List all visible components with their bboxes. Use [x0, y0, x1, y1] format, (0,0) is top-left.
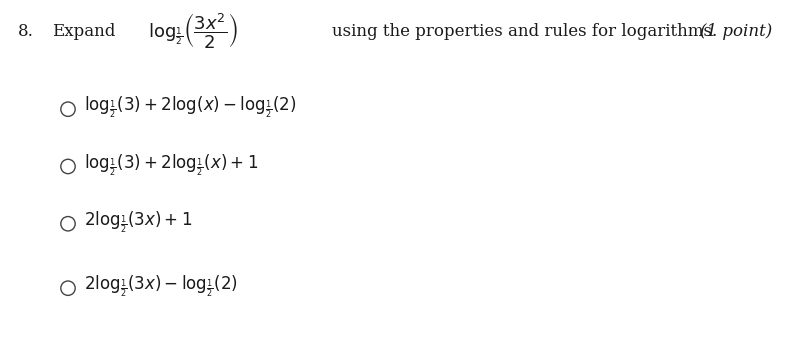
Text: using the properties and rules for logarithms.: using the properties and rules for logar…	[332, 23, 718, 40]
Text: $\log_{\frac{1}{2}}\!(3)+2\log(x)-\log_{\frac{1}{2}}\!(2)$: $\log_{\frac{1}{2}}\!(3)+2\log(x)-\log_{…	[84, 95, 297, 120]
Text: Expand: Expand	[52, 23, 115, 40]
Text: $\log_{\frac{1}{2}}\!(3)+2\log_{\frac{1}{2}}\!(x)+1$: $\log_{\frac{1}{2}}\!(3)+2\log_{\frac{1}…	[84, 152, 258, 178]
Text: $2\log_{\frac{1}{2}}\!(3x)+1$: $2\log_{\frac{1}{2}}\!(3x)+1$	[84, 209, 192, 235]
Text: $2\log_{\frac{1}{2}}\!(3x)-\log_{\frac{1}{2}}\!(2)$: $2\log_{\frac{1}{2}}\!(3x)-\log_{\frac{1…	[84, 274, 238, 299]
Text: (1 point): (1 point)	[700, 23, 772, 40]
Text: 8.: 8.	[18, 23, 34, 40]
Text: $\log_{\frac{1}{2}}\!\left(\dfrac{3x^2}{2}\right)$: $\log_{\frac{1}{2}}\!\left(\dfrac{3x^2}{…	[148, 11, 238, 50]
